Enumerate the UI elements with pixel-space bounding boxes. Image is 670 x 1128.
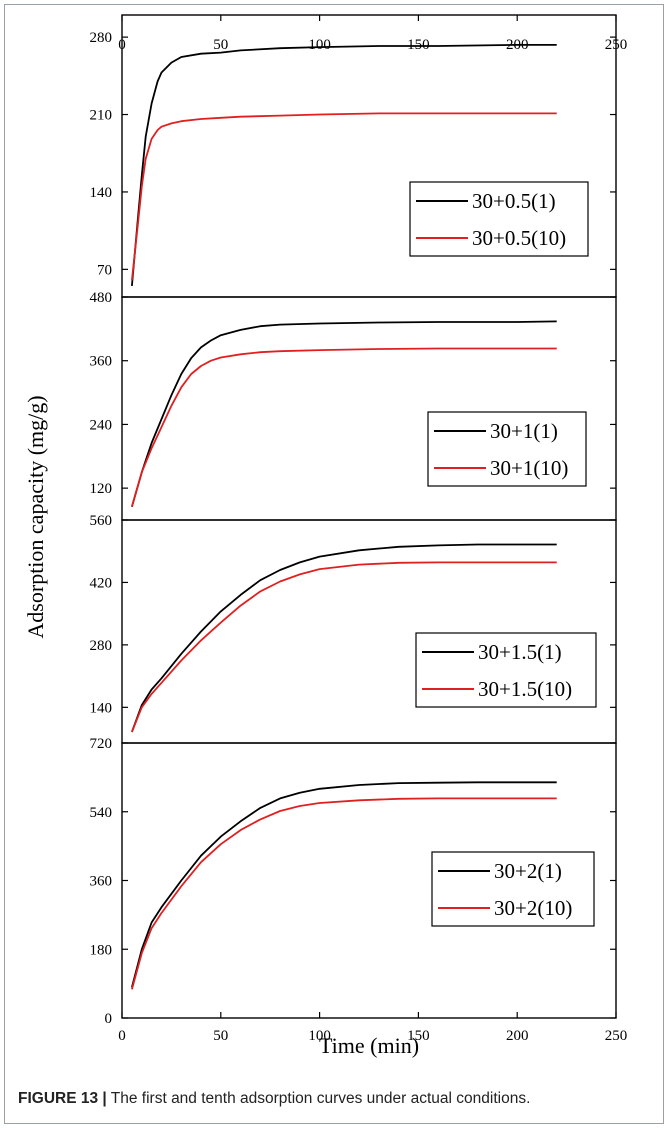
legend: 30+1.5(1) 30+1.5(10) <box>415 632 597 708</box>
legend-box <box>431 851 595 927</box>
series-line-first <box>131 781 557 988</box>
x-tick-label: 0 <box>118 1028 126 1044</box>
legend-label: 30+1(1) <box>490 419 558 443</box>
series-line-tenth <box>131 112 557 281</box>
legend-box <box>427 411 587 487</box>
legend-box <box>409 181 589 257</box>
y-tick-label: 120 <box>90 481 113 497</box>
y-axis-title: Adsorption capacity (mg/g) <box>23 395 48 638</box>
x-tick-label: 150 <box>407 1028 430 1044</box>
series-line-tenth <box>131 347 557 507</box>
legend-box <box>415 632 597 708</box>
panel-2: 120 240 360 480 30+1(1) 30+1(10) <box>90 290 617 521</box>
x-tick-label-top: 0 <box>118 37 126 53</box>
y-tick-label: 240 <box>90 417 113 433</box>
x-tick-label-top: 50 <box>213 37 228 53</box>
y-tick-label: 140 <box>90 185 113 201</box>
y-tick-label: 210 <box>90 108 113 124</box>
legend: 30+2(1) 30+2(10) <box>431 851 595 927</box>
y-tick-label: 180 <box>90 942 113 958</box>
legend: 30+1(1) 30+1(10) <box>427 411 587 487</box>
y-tick-label: 560 <box>90 513 113 529</box>
series-line-tenth <box>131 797 557 990</box>
series-line-first <box>131 320 557 507</box>
x-axis-title: Time (min) <box>319 1033 419 1058</box>
x-tick-label: 250 <box>605 1028 628 1044</box>
caption-text: The first and tenth adsorption curves un… <box>106 1090 531 1107</box>
x-tick-label: 100 <box>308 1028 331 1044</box>
y-tick-label: 0 <box>105 1011 113 1027</box>
x-tick-label-top: 250 <box>605 37 628 53</box>
y-tick-label: 420 <box>90 575 113 591</box>
legend-label: 30+0.5(1) <box>472 189 556 213</box>
caption-label: FIGURE 13 | <box>18 1090 107 1107</box>
x-tick-label: 50 <box>213 1028 228 1044</box>
y-tick-label: 280 <box>90 638 113 654</box>
y-tick-label: 540 <box>90 805 113 821</box>
y-tick-label: 720 <box>90 736 113 752</box>
plot-frame <box>121 519 617 744</box>
y-tick-label: 140 <box>90 700 113 716</box>
legend-label: 30+1.5(1) <box>478 640 562 664</box>
legend: 30+0.5(1) 30+0.5(10) <box>409 181 589 257</box>
x-tick-label-top: 100 <box>308 37 331 53</box>
y-tick-label: 480 <box>90 290 113 306</box>
series-line-first <box>131 44 557 286</box>
y-tick-label: 360 <box>90 874 113 890</box>
y-tick-label: 360 <box>90 354 113 370</box>
legend-label: 30+0.5(10) <box>472 226 566 250</box>
legend-label: 30+2(1) <box>494 859 562 883</box>
legend-label: 30+2(10) <box>494 896 572 920</box>
panel-3: 140 280 420 560 30+1.5(1) 30+1.5(10) <box>90 513 617 744</box>
x-tick-label-top: 150 <box>407 37 430 53</box>
x-tick-label: 200 <box>506 1028 529 1044</box>
series-line-first <box>131 543 557 733</box>
legend-label: 30+1.5(10) <box>478 677 572 701</box>
y-tick-label: 70 <box>97 262 112 278</box>
legend-label: 30+1(10) <box>490 456 568 480</box>
y-tick-label: 280 <box>90 30 113 46</box>
figure-caption: FIGURE 13 | The first and tenth adsorpti… <box>18 1090 658 1108</box>
series-line-tenth <box>131 561 557 733</box>
